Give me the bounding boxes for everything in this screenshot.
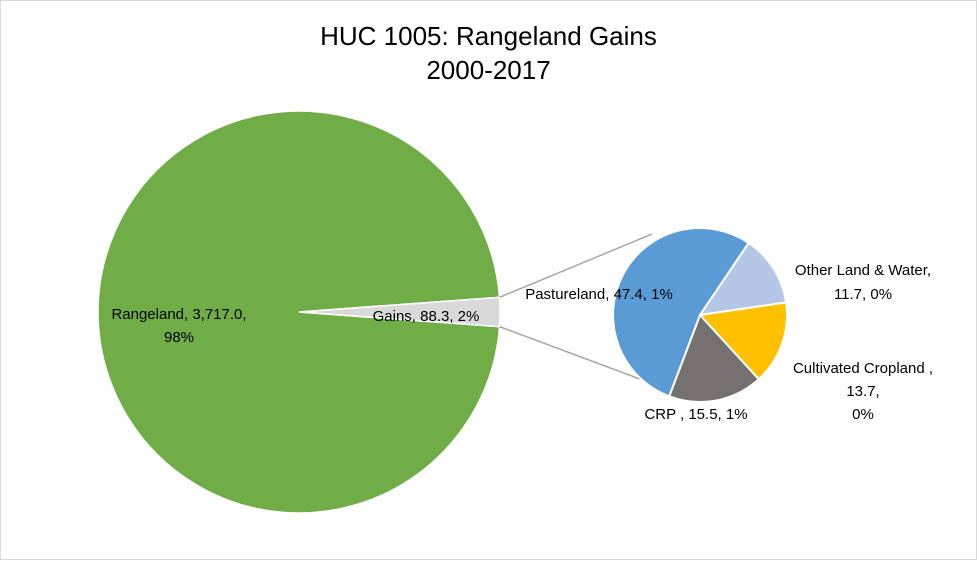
label-pastureland: Pastureland, 47.4, 1% [525,286,673,303]
connector-line-bottom [499,325,657,386]
label-cultivated-cropland-line3: 0% [852,406,874,423]
connector-lines [499,233,657,386]
label-other-land-water-line1: Other Land & Water, [795,262,931,279]
label-cultivated-cropland-line2: 13.7, [846,383,879,400]
label-rangeland-line1: Rangeland, 3,717.0, [111,306,246,323]
pie-slice-crp [667,313,761,403]
chart-title-line1: HUC 1005: Rangeland Gains [320,21,657,51]
secondary-pie [612,227,788,403]
chart-title: HUC 1005: Rangeland Gains 2000-2017 [1,19,976,87]
label-cultivated-cropland-line1: Cultivated Cropland , [793,360,933,377]
chart-title-line2: 2000-2017 [426,55,551,85]
main-pie [97,110,501,514]
pie-slice-pastureland [612,227,751,398]
pie-slice-other-land-and-water [697,241,788,317]
data-labels: Rangeland, 3,717.0, 98% Gains, 88.3, 2% … [111,262,933,423]
label-crp: CRP , 15.5, 1% [644,406,747,423]
label-gains: Gains, 88.3, 2% [373,308,480,325]
pie-slice-rangeland [97,110,501,514]
label-rangeland-line2: 98% [164,329,194,346]
connector-line-top [499,233,653,299]
pie-slice-gains [298,296,501,328]
pie-slice-cultivated-cropland [697,301,788,381]
label-other-land-water-line2: 11.7, 0% [834,286,892,303]
